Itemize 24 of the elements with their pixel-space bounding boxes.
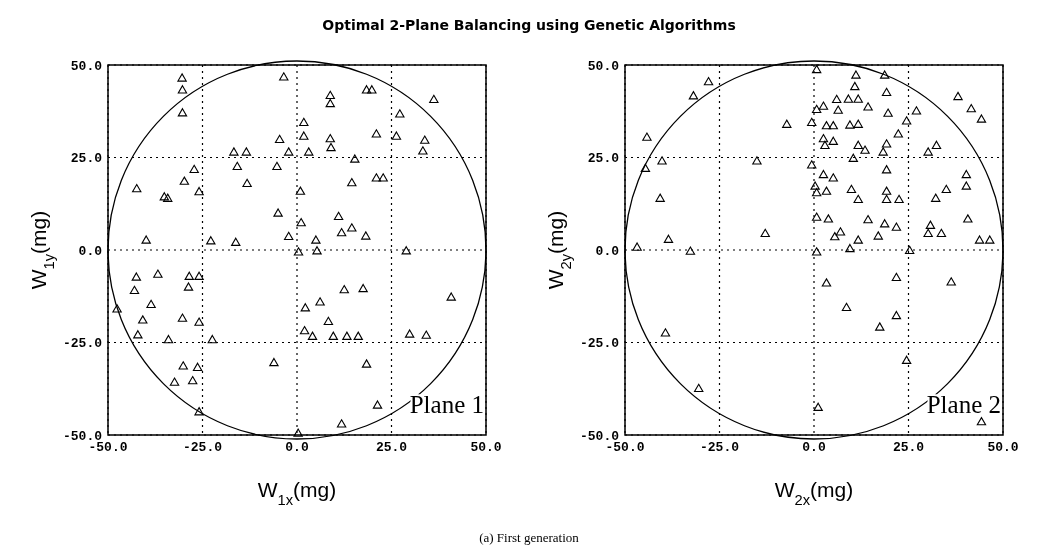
text: Optimal 2-Plane Balancing using Genetic Algorithms <box>322 17 736 33</box>
annotation: Plane 2 <box>926 391 1001 418</box>
y-tick-label: 50.0 <box>587 58 620 74</box>
x-tick-label: 25.0 <box>375 440 408 455</box>
y-tick-label: -25.0 <box>579 336 620 352</box>
x-tick-label: 25.0 <box>892 440 925 455</box>
annotation: Plane 1 <box>409 391 484 418</box>
x-tick-label: 50.0 <box>987 440 1019 455</box>
x-axis-title: W$_{2x}$(mg) <box>774 478 854 508</box>
x-tick-label: 0.0 <box>285 440 309 455</box>
text: (a) First generation <box>479 530 580 545</box>
y-tick-label: 25.0 <box>587 151 620 167</box>
x-tick-label: 0.0 <box>802 440 826 455</box>
y-tick-label: 50.0 <box>70 58 103 74</box>
y-tick-label: -25.0 <box>62 336 103 352</box>
x-tick-label: 50.0 <box>470 440 502 455</box>
x-tick-label: -50.0 <box>605 440 645 455</box>
x-tick-label: -50.0 <box>88 440 128 455</box>
y-tick-label: 0.0 <box>595 243 620 259</box>
x-tick-label: -25.0 <box>182 440 223 455</box>
x-axis-title: W$_{1x}$(mg) <box>257 478 337 508</box>
x-tick-label: -25.0 <box>699 440 740 455</box>
y-tick-label: 0.0 <box>78 243 103 259</box>
y-tick-label: 25.0 <box>70 151 103 167</box>
